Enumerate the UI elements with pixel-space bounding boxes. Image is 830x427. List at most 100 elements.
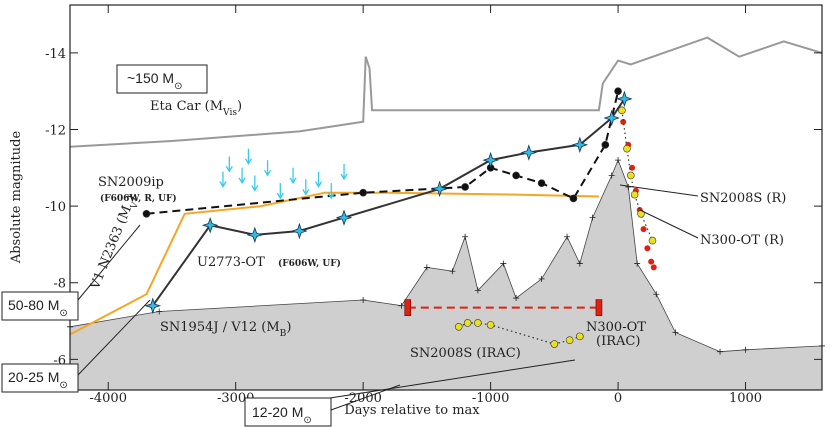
upper-limit <box>251 175 259 192</box>
cross <box>742 346 749 353</box>
upper-limit <box>289 167 297 185</box>
marker <box>614 87 622 95</box>
cross <box>625 183 632 190</box>
annotation-text: SN2008S (R) <box>700 191 786 206</box>
area <box>69 159 823 391</box>
arrow <box>639 209 699 239</box>
marker <box>474 319 482 327</box>
plot-frame <box>69 4 823 391</box>
x-tick-label: -4000 <box>89 391 126 406</box>
marker <box>601 141 610 149</box>
annotation-sub: ⊙ <box>174 81 182 92</box>
cross <box>462 233 469 240</box>
marker <box>201 217 219 234</box>
x-tick-label: 0 <box>614 391 622 406</box>
cross <box>156 308 163 315</box>
annotation: (IRAC) <box>596 334 640 349</box>
marker <box>603 109 620 127</box>
cross <box>608 172 615 179</box>
x-tick-label: 1000 <box>729 391 762 406</box>
marker <box>648 236 657 245</box>
series-line <box>69 36 823 148</box>
annotation-sub: ⊙ <box>303 415 311 426</box>
cross <box>615 157 622 164</box>
point <box>620 118 627 125</box>
annotation-text: Eta Car (M <box>150 99 223 114</box>
annotation-text: N300-OT (R) <box>700 233 784 248</box>
marker <box>144 297 162 314</box>
annotation: U2773-OT <box>197 255 265 270</box>
annotation-sub: Vis <box>222 108 237 118</box>
cross <box>360 296 367 303</box>
cross <box>589 214 596 221</box>
arrow <box>329 359 576 399</box>
annotation: SN2008S (R) <box>700 191 786 206</box>
annotation: SN2009ip <box>98 175 164 190</box>
marker <box>486 321 495 329</box>
x-axis-label: Days relative to max <box>344 403 480 418</box>
cross <box>634 260 641 267</box>
overlay: -4000-3000-2000-100001000-14-12-10-8-6~1… <box>1 5 822 427</box>
plot <box>67 36 825 391</box>
marker <box>565 336 574 344</box>
cross <box>717 348 724 355</box>
annotation: Eta Car (MVis) <box>150 99 242 118</box>
cross <box>474 287 481 294</box>
annotation: (F606W, UF) <box>278 258 341 269</box>
cross <box>449 268 456 275</box>
marker <box>576 332 584 341</box>
upper-limit <box>219 171 227 188</box>
marker <box>537 179 546 187</box>
marker <box>630 190 639 199</box>
annotation: SN2008S (IRAC) <box>410 346 521 361</box>
arrow <box>77 299 151 376</box>
label-box <box>244 397 332 427</box>
point <box>640 226 647 233</box>
annotation: N300-OT <box>586 320 646 335</box>
upper-limit <box>276 183 284 200</box>
cross <box>576 260 583 267</box>
upper-limit <box>238 167 246 185</box>
annotation-text: 20-25 M <box>8 369 59 385</box>
annotation: SN1954J / V12 (MB) <box>160 320 291 339</box>
annotation-text: (F606W, R, UF) <box>100 193 177 204</box>
annotation-text: N300-OT <box>586 320 646 335</box>
marker <box>571 136 589 154</box>
y-tick-label: -14 <box>45 47 66 62</box>
y-tick-label: -12 <box>45 124 66 139</box>
annotation: 50-80 M⊙ <box>8 297 68 319</box>
upper-limit <box>327 183 335 200</box>
marker <box>623 144 631 153</box>
annotation-text: 12-20 M <box>252 404 303 420</box>
marker <box>404 299 412 316</box>
cross <box>513 295 520 302</box>
marker <box>482 151 499 169</box>
point <box>650 264 657 271</box>
marker <box>454 322 463 331</box>
marker <box>463 319 472 327</box>
label-box <box>116 64 208 94</box>
annotation: 20-25 M⊙ <box>8 369 68 391</box>
point <box>644 245 651 252</box>
arrow <box>619 184 699 197</box>
annotation-tail: ) <box>286 320 291 335</box>
upper-limit <box>340 163 348 181</box>
upper-limit <box>264 160 272 177</box>
annotation-sub: B <box>280 329 287 339</box>
annotation-text: ~150 M <box>127 70 174 86</box>
marker <box>291 222 308 240</box>
annotation-text: (IRAC) <box>596 334 640 349</box>
marker <box>569 194 578 203</box>
point <box>648 258 655 265</box>
marker <box>335 209 353 226</box>
annotation: 12-20 M⊙ <box>252 404 312 426</box>
marker <box>246 226 264 244</box>
point <box>629 164 636 171</box>
cross <box>398 302 405 309</box>
upper-limit <box>244 148 252 165</box>
annotation-tail: ) <box>124 193 140 203</box>
y-tick-label: -10 <box>45 200 66 215</box>
annotation: ~150 M⊙ <box>127 70 182 92</box>
annotation-text: 50-80 M <box>8 297 59 313</box>
